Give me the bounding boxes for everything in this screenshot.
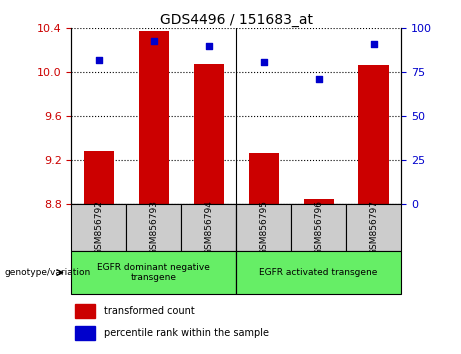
Bar bbox=[346, 204, 401, 251]
Bar bbox=[139, 30, 169, 204]
Text: GSM856792: GSM856792 bbox=[95, 200, 103, 255]
Point bbox=[150, 38, 158, 44]
Bar bbox=[126, 204, 181, 251]
Text: GSM856796: GSM856796 bbox=[314, 200, 323, 255]
Text: EGFR dominant negative
transgene: EGFR dominant negative transgene bbox=[97, 263, 210, 282]
Bar bbox=[75, 326, 95, 340]
Bar bbox=[303, 199, 334, 204]
Bar bbox=[75, 304, 95, 318]
Title: GDS4496 / 151683_at: GDS4496 / 151683_at bbox=[160, 13, 313, 27]
Text: genotype/variation: genotype/variation bbox=[5, 268, 91, 277]
Bar bbox=[248, 153, 279, 204]
Text: GSM856795: GSM856795 bbox=[259, 200, 268, 255]
Text: GSM856793: GSM856793 bbox=[149, 200, 159, 255]
Bar bbox=[181, 204, 236, 251]
Point bbox=[95, 57, 103, 63]
Text: transformed count: transformed count bbox=[104, 306, 195, 316]
Bar bbox=[359, 65, 389, 204]
Bar bbox=[71, 251, 236, 294]
Text: EGFR activated transgene: EGFR activated transgene bbox=[260, 268, 378, 277]
Text: GSM856794: GSM856794 bbox=[204, 200, 213, 255]
Point bbox=[260, 59, 267, 64]
Bar bbox=[236, 251, 401, 294]
Text: GSM856797: GSM856797 bbox=[369, 200, 378, 255]
Bar bbox=[291, 204, 346, 251]
Bar bbox=[84, 151, 114, 204]
Bar bbox=[194, 64, 224, 204]
Point bbox=[205, 43, 213, 48]
Text: percentile rank within the sample: percentile rank within the sample bbox=[104, 328, 269, 338]
Bar bbox=[71, 204, 126, 251]
Point bbox=[315, 76, 322, 82]
Point bbox=[370, 41, 377, 47]
Bar bbox=[236, 204, 291, 251]
